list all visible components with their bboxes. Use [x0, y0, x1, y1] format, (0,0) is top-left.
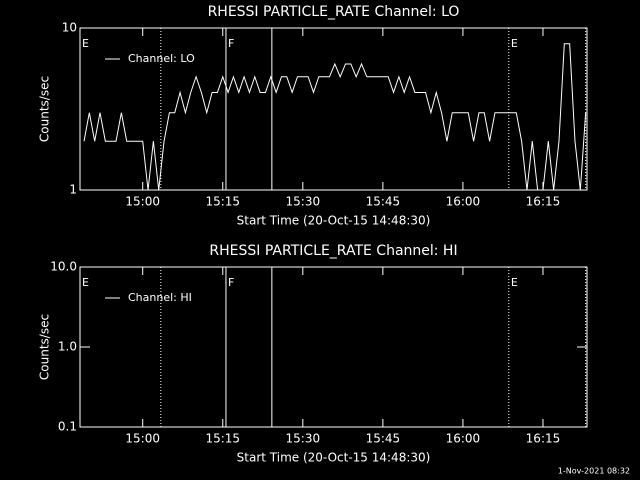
- x-tick-label: 16:00: [446, 432, 481, 446]
- x-tick-label: 16:15: [526, 195, 561, 209]
- chart-title: RHESSI PARTICLE_RATE Channel: LO: [208, 4, 460, 20]
- event-label: F: [228, 37, 234, 50]
- legend-label: Channel: HI: [128, 291, 192, 304]
- x-tick-label: 15:15: [205, 432, 240, 446]
- footer: 1-Nov-2021 08:32: [558, 467, 630, 476]
- event-label: E: [82, 37, 89, 50]
- y-tick-label: 1: [69, 183, 77, 197]
- x-axis-label: Start Time (20-Oct-15 14:48:30): [237, 214, 431, 228]
- x-tick-label: 16:15: [526, 432, 561, 446]
- event-label: E: [82, 276, 89, 289]
- data-line: [83, 43, 587, 191]
- y-axis-label: Counts/sec: [38, 314, 52, 380]
- y-tick-label: 10: [62, 21, 77, 35]
- y-axis-label: Counts/sec: [38, 76, 52, 142]
- legend-label: Channel: LO: [128, 52, 195, 65]
- chart-title: RHESSI PARTICLE_RATE Channel: HI: [209, 243, 457, 259]
- x-tick-label: 15:30: [286, 195, 321, 209]
- y-tick-label: 10.0: [50, 260, 77, 274]
- x-tick-label: 15:00: [125, 195, 160, 209]
- event-label: E: [511, 37, 518, 50]
- y-tick-label: 0.1: [58, 420, 77, 434]
- x-tick-label: 15:45: [366, 195, 401, 209]
- x-tick-label: 16:00: [446, 195, 481, 209]
- x-tick-label: 15:30: [286, 432, 321, 446]
- x-tick-label: 15:00: [125, 432, 160, 446]
- x-tick-label: 15:15: [205, 195, 240, 209]
- event-label: F: [228, 276, 234, 289]
- event-label: E: [511, 276, 518, 289]
- x-tick-label: 15:45: [366, 432, 401, 446]
- y-tick-label: 1.0: [58, 340, 77, 354]
- x-axis-label: Start Time (20-Oct-15 14:48:30): [237, 451, 431, 465]
